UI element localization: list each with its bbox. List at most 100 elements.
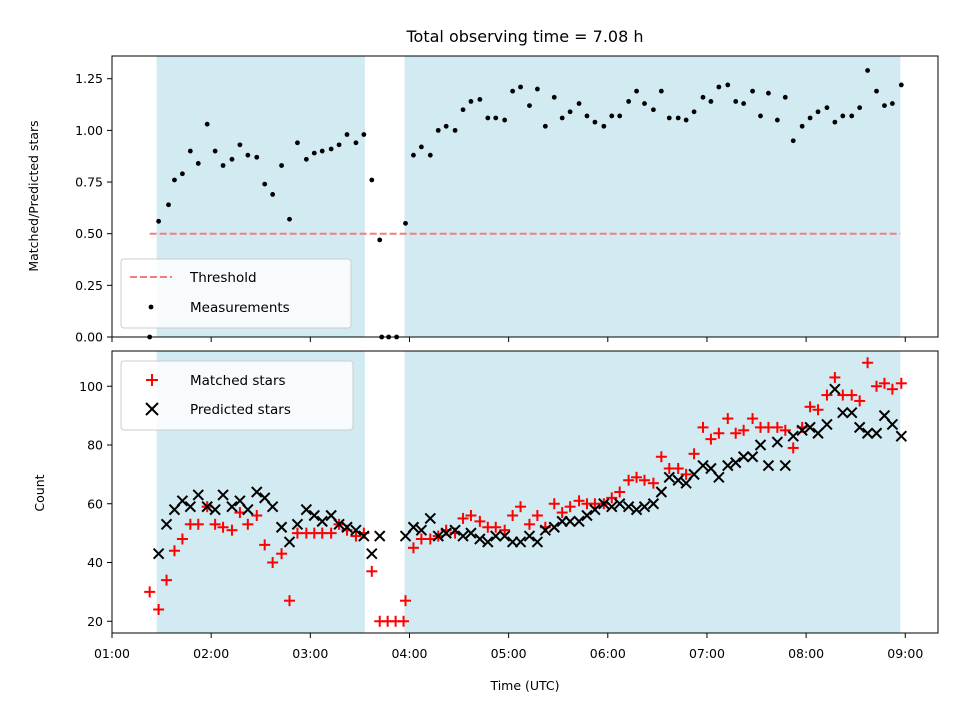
x-tick-label: 01:00 [94,646,130,661]
matched-star-point [878,377,890,389]
measurement-point [874,88,879,94]
count-legend-box [120,360,354,431]
measurement-point [460,107,466,113]
matched-star-point [515,501,527,513]
chart-title: Total observing time = 7.08 h [405,27,643,46]
measurement-point [156,218,162,224]
matched-star-point [854,395,866,407]
predicted-star-point [152,547,165,560]
predicted-star-point [234,495,246,507]
measurement-point [725,82,731,88]
matched-star-point [672,463,684,474]
measurement-point [824,105,830,111]
ratio-legend-box [120,258,352,329]
predicted-star-point [300,503,313,516]
matched-star-point [713,427,725,439]
count-y-axis-label: Count [32,474,47,511]
matched-star-point [730,427,742,439]
ratio-panel-frame [111,55,939,338]
matched-star-point [226,524,238,536]
measurement-point [319,148,325,154]
measurement-point [468,99,474,104]
y-tick-label: 100 [79,379,103,394]
matched-star-point [722,413,734,425]
matched-star-point [697,421,709,433]
predicted-star-point [697,459,709,472]
measurement-point [617,113,623,119]
measurement-point [418,144,424,150]
predicted-star-point [399,530,412,542]
measurement-point [889,101,895,106]
predicted-star-point [638,500,651,513]
predicted-star-point [787,430,799,442]
predicted-star-point [514,536,527,548]
y-tick-label: 0.50 [75,226,103,241]
matched-star-point [523,518,535,530]
matched-star-point [564,501,576,513]
predicted-star-point [316,515,328,528]
measurement-point [542,123,548,129]
predicted-star-point [779,459,792,472]
measurement-point [642,101,647,106]
matched-star-point [499,524,511,536]
predicted-star-point [705,462,717,475]
predicted-star-point [168,503,181,516]
matched-star-point [548,498,560,510]
predicted-star-point [655,486,668,498]
measurement-point [510,88,516,94]
measurement-point [658,88,664,94]
matched-star-point [738,424,750,436]
y-tick-label: 60 [87,496,103,511]
y-tick-label: 1.25 [75,71,103,86]
measurement-point [601,123,607,129]
predicted-star-point [523,530,536,542]
threshold-legend-label: Threshold [189,270,257,286]
x-axis-label: Time (UTC) [489,678,559,693]
predicted-star-point [754,439,767,451]
predicted-star-point [217,489,229,501]
matched-star-point [556,507,568,519]
measurement-point [212,148,218,154]
matched-star-point [366,565,378,577]
measurement-point [567,109,573,115]
matched-star-point [787,442,799,454]
matched-star-point [490,521,502,533]
x-tick-label: 09:00 [887,646,923,661]
matched-star-point [804,401,816,413]
predicted-star-point [266,500,279,513]
predicted-star-point [160,518,173,531]
predicted-star-point [606,500,618,513]
measurement-point [799,123,805,129]
ratio-legend: Threshold Measurements [120,258,352,329]
predicted-star-point [341,521,353,533]
matched-star-point [614,486,626,498]
predicted-star-point [283,536,296,548]
measurement-point [369,177,375,183]
matched-star-point [623,474,635,486]
predicted-star-point [622,500,635,513]
count-panel-frame [111,350,939,634]
matched-star-point [846,389,858,401]
predicted-star-point [886,418,899,431]
x-tick-label: 07:00 [689,646,725,661]
measurement-point [287,216,292,222]
matched-star-point [680,468,692,480]
measurement-point [898,82,904,88]
predicted-star-point [713,471,725,484]
y-tick-label: 0.00 [75,330,103,345]
predicted-star-point [821,418,833,431]
predicted-star-point [482,536,494,548]
measurement-point [626,99,632,104]
matched-star-point [325,527,337,539]
predicted-star-point [630,503,643,516]
matched-star-point [400,595,412,607]
measurement-point [328,146,334,152]
predicted-star-point [846,406,858,419]
measurement-point [443,123,449,129]
measurement-point [576,101,582,106]
predicted-star-point [672,474,684,486]
predicted-star-point [201,500,213,513]
predicted-star-point [573,515,585,528]
predicted-star-point [358,530,370,542]
predicted-star-point [490,530,502,542]
